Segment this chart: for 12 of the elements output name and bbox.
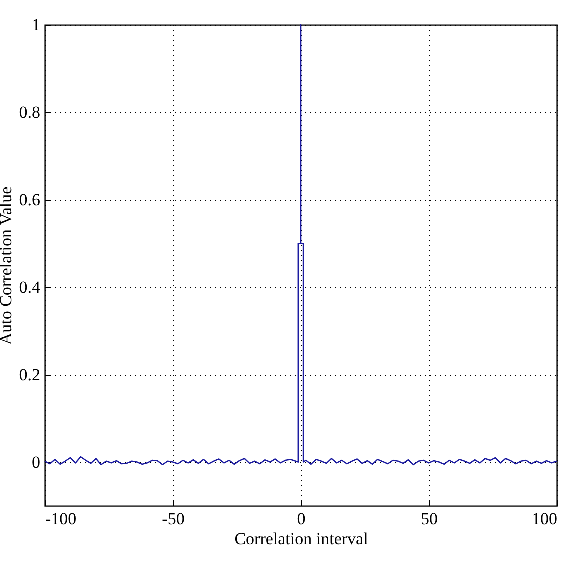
x-axis-title: Correlation interval: [234, 530, 369, 548]
x-tick-label: 100: [532, 510, 558, 528]
x-tick-label: 50: [421, 510, 438, 528]
x-tick-label: 0: [297, 510, 306, 528]
y-tick-label: 0.4: [19, 278, 41, 297]
y-tick-label: 0.8: [19, 102, 40, 122]
x-tick-label: -50: [162, 510, 185, 528]
y-tick-label: 0.2: [19, 365, 40, 384]
y-tick-label: 0: [32, 452, 40, 472]
y-tick-label: 1: [32, 16, 40, 34]
x-tick-label: -100: [46, 510, 77, 528]
y-tick-label: 0.6: [19, 190, 40, 210]
